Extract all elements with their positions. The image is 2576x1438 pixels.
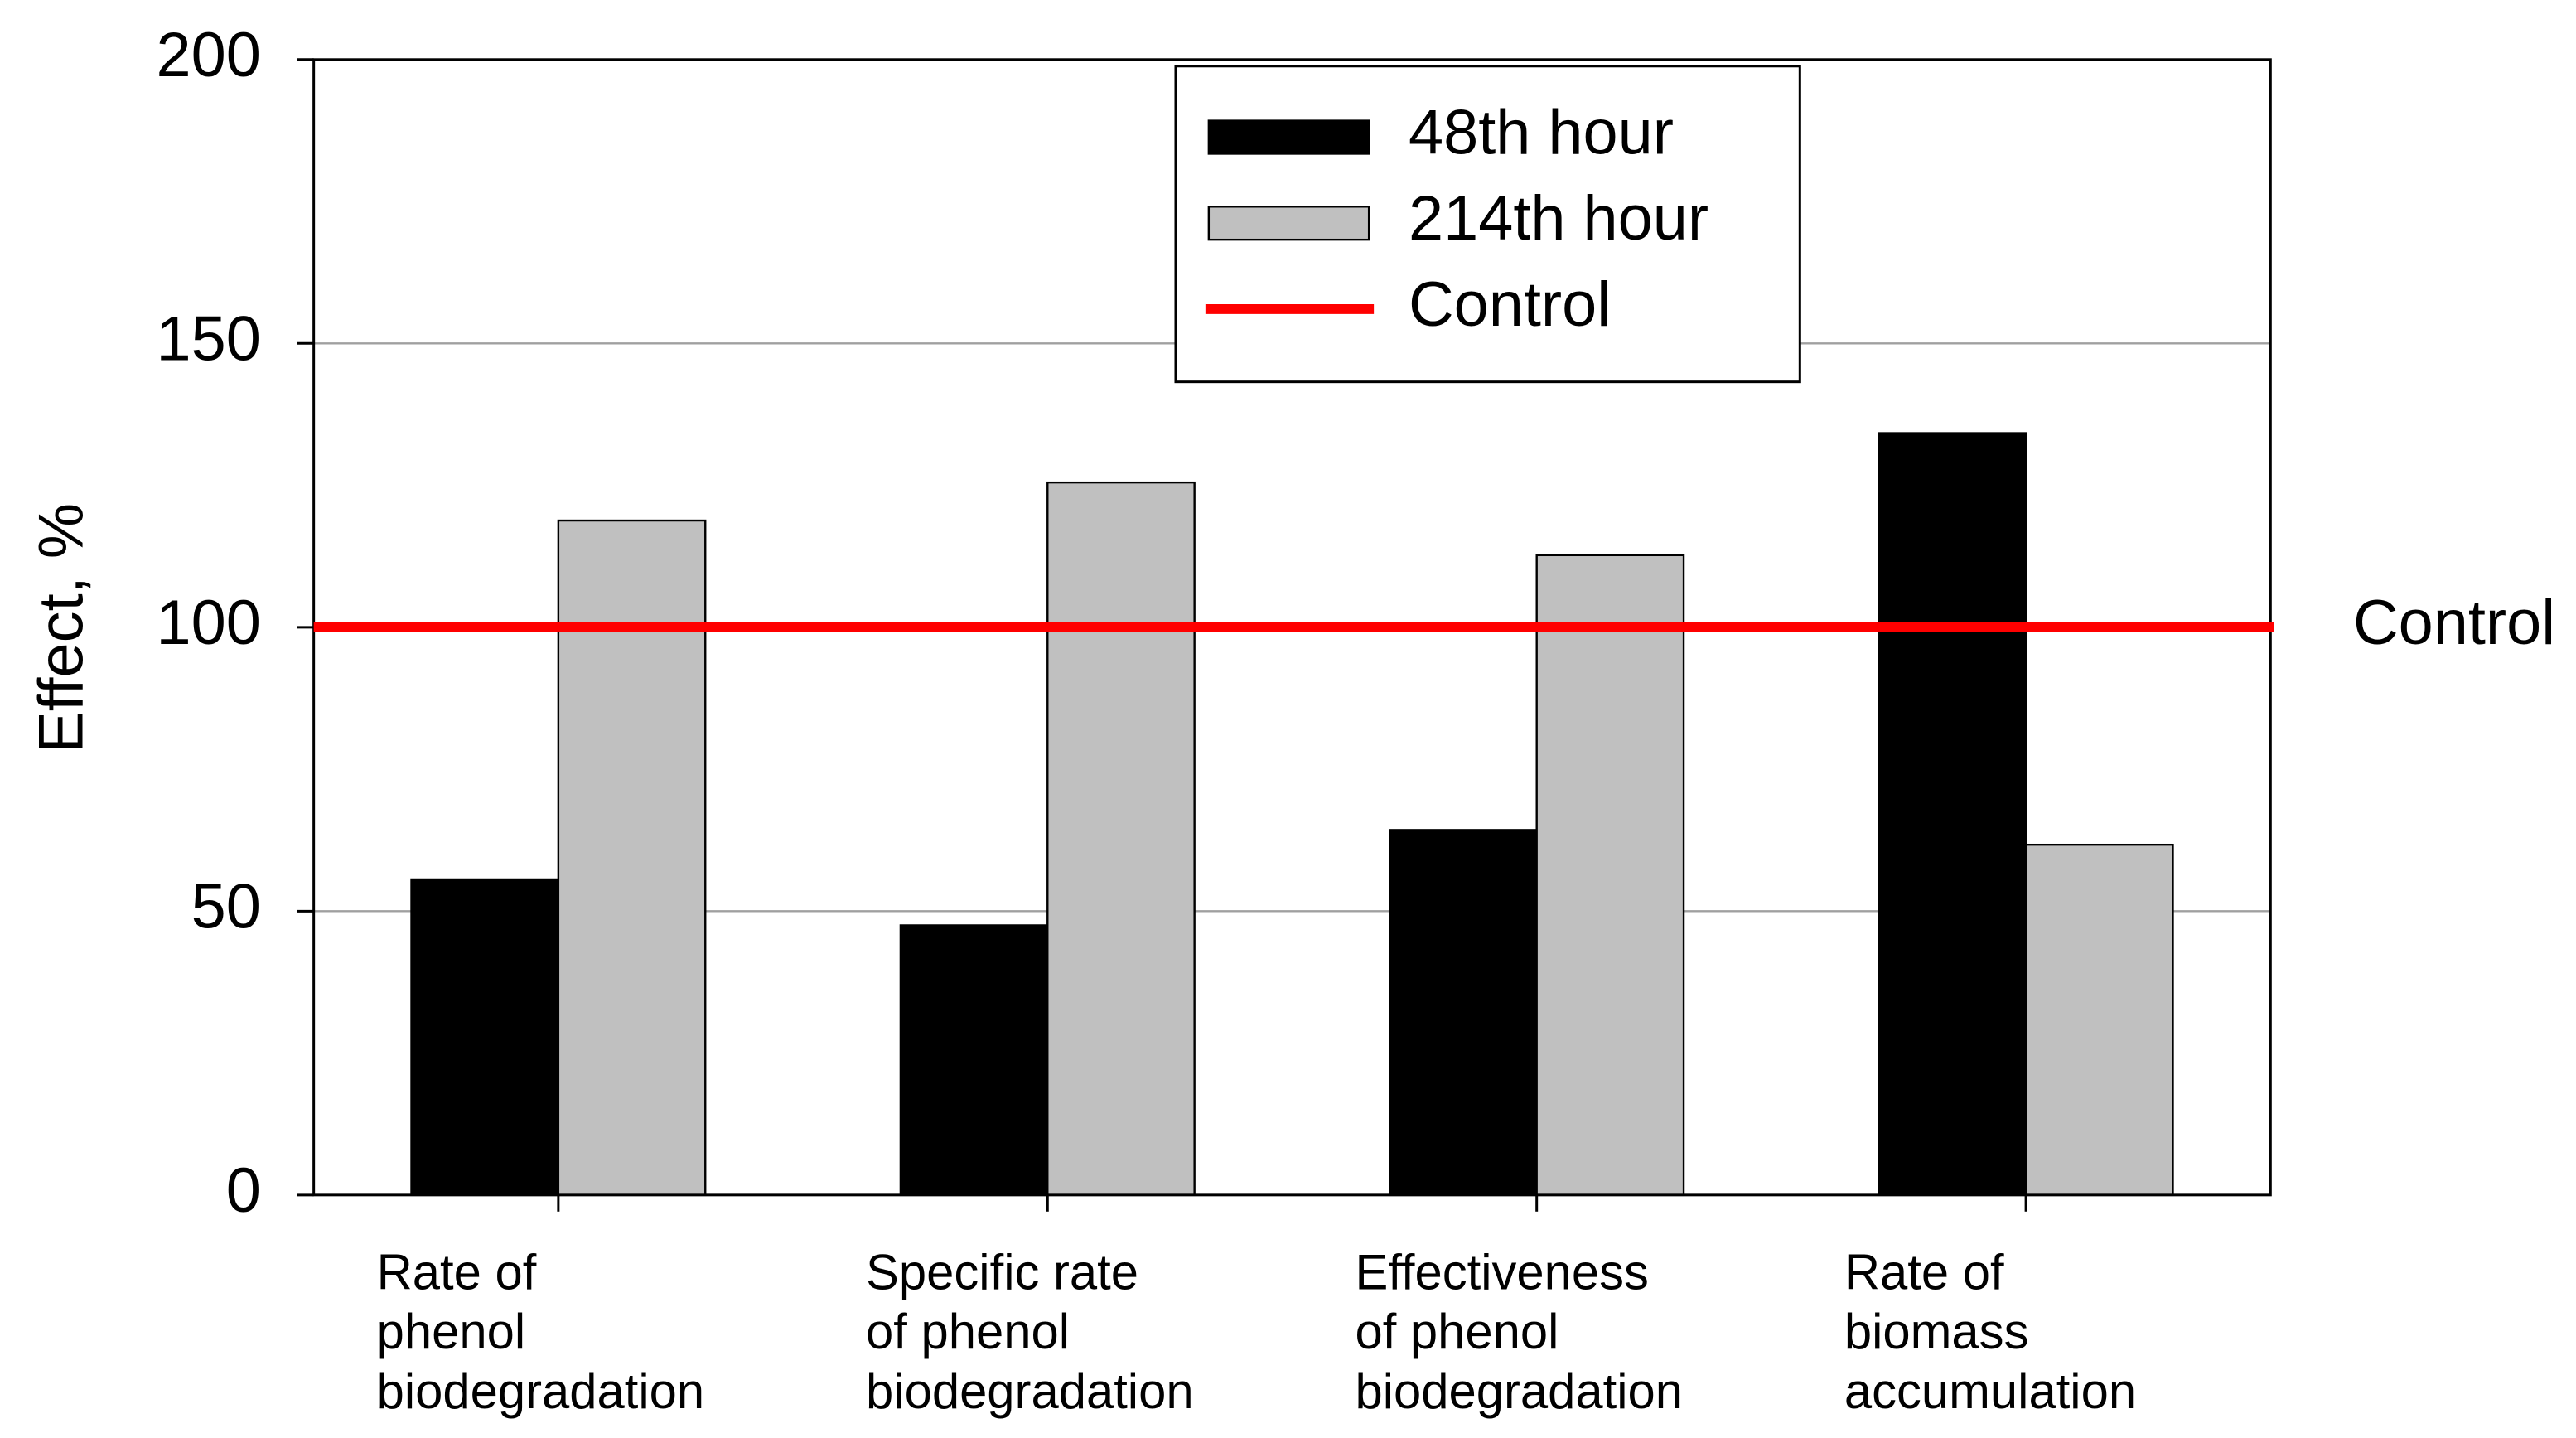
x-tick-label: Rate of xyxy=(377,1244,537,1300)
x-tick-label: accumulation xyxy=(1844,1363,2136,1419)
y-tick-label: 200 xyxy=(157,20,261,90)
bar xyxy=(2024,843,2174,1197)
bar xyxy=(1535,554,1685,1197)
x-tick-label: of phenol xyxy=(866,1304,1070,1359)
bar xyxy=(410,878,560,1197)
bar xyxy=(1046,481,1196,1197)
y-tick-label: 50 xyxy=(191,871,261,942)
x-tick-label: biodegradation xyxy=(1355,1363,1683,1419)
y-tick-label: 100 xyxy=(157,588,261,658)
legend-label: 48th hour xyxy=(1409,98,1674,168)
x-tick-label: biodegradation xyxy=(866,1363,1194,1419)
y-tick-label: 150 xyxy=(157,303,261,374)
x-tick-label: Specific rate xyxy=(866,1244,1138,1300)
reference-label: Control xyxy=(2353,588,2555,658)
legend-swatch xyxy=(1207,206,1370,241)
legend-label: 214th hour xyxy=(1409,183,1708,254)
x-tick-label: biodegradation xyxy=(377,1363,705,1419)
bar xyxy=(1389,829,1538,1197)
bar xyxy=(1878,432,2027,1197)
bar xyxy=(557,519,707,1197)
bar xyxy=(899,924,1049,1197)
x-tick-label: Effectiveness xyxy=(1355,1244,1648,1300)
x-tick-label: of phenol xyxy=(1355,1304,1559,1359)
legend-label: Control xyxy=(1409,269,1611,340)
legend-swatch xyxy=(1207,119,1370,155)
x-tick-label: Rate of xyxy=(1844,1244,2004,1300)
y-axis-label: Effect, % xyxy=(27,503,97,753)
x-tick-label: phenol xyxy=(377,1304,526,1359)
y-tick-label: 0 xyxy=(226,1155,261,1226)
x-tick-label: biomass xyxy=(1844,1304,2029,1359)
